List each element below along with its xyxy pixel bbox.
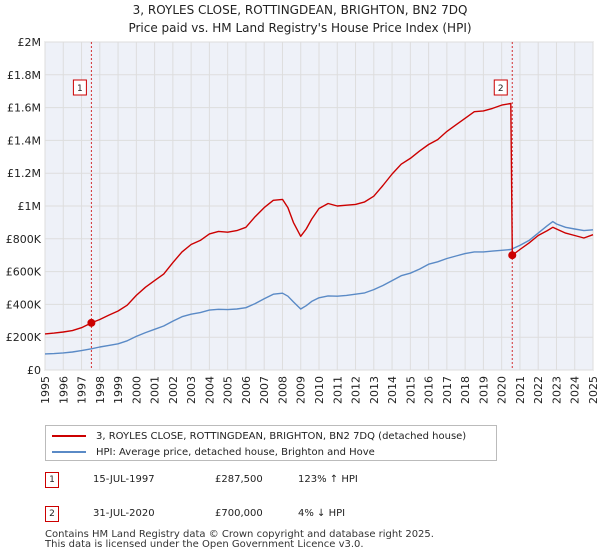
sale-label: 1 xyxy=(77,84,83,94)
y-tick-label: £0 xyxy=(27,364,41,377)
legend-swatch-hpi xyxy=(52,451,86,453)
legend-label-property: 3, ROYLES CLOSE, ROTTINGDEAN, BRIGHTON, … xyxy=(96,430,467,442)
x-tick-label: 1996 xyxy=(57,376,70,404)
x-tick-label: 2024 xyxy=(569,376,582,404)
sale-label-box xyxy=(493,79,508,96)
price-chart: 3, ROYLES CLOSE, ROTTINGDEAN, BRIGHTON, … xyxy=(6,3,600,404)
y-tick-label: £1.4M xyxy=(7,134,41,147)
y-tick-label: £200K xyxy=(6,331,42,344)
property-series-line xyxy=(44,102,594,335)
sale-row: 1 15-JUL-1997 £287,500 123% ↑ HPI xyxy=(45,472,565,488)
x-tick-label: 2006 xyxy=(240,376,253,404)
y-tick-label: £1.6M xyxy=(7,102,41,115)
chart-title: 3, ROYLES CLOSE, ROTTINGDEAN, BRIGHTON, … xyxy=(133,3,468,17)
sale-date: 15-JUL-1997 xyxy=(93,474,155,485)
x-tick-label: 2025 xyxy=(587,376,600,404)
y-tick-label: £400K xyxy=(6,298,42,311)
legend-swatch-property xyxy=(52,435,86,437)
sale-price: £287,500 xyxy=(215,474,263,485)
x-tick-label: 2023 xyxy=(550,376,563,404)
x-tick-label: 2004 xyxy=(203,376,216,404)
chart-subtitle: Price paid vs. HM Land Registry's House … xyxy=(128,21,471,35)
y-tick-label: £1.8M xyxy=(7,69,41,82)
sale-badge: 2 xyxy=(45,506,59,522)
x-tick-label: 2017 xyxy=(441,376,454,404)
y-tick-label: £1.2M xyxy=(7,167,41,180)
legend-label-hpi: HPI: Average price, detached house, Brig… xyxy=(96,446,375,458)
sale-date: 31-JUL-2020 xyxy=(93,508,155,519)
sale-point xyxy=(508,251,517,260)
sale-badge: 1 xyxy=(45,472,59,488)
sale-hpi-change: 123% ↑ HPI xyxy=(298,474,358,485)
sale-label-box xyxy=(72,79,87,96)
legend-item-property: 3, ROYLES CLOSE, ROTTINGDEAN, BRIGHTON, … xyxy=(52,429,466,443)
sale-hpi-change: 4% ↓ HPI xyxy=(298,508,346,519)
x-tick-label: 2005 xyxy=(222,376,235,404)
sale-row: 2 31-JUL-2020 £700,000 4% ↓ HPI xyxy=(45,506,565,522)
x-tick-label: 2012 xyxy=(350,376,363,404)
x-tick-label: 2020 xyxy=(496,376,509,404)
x-tick-label: 2002 xyxy=(167,376,180,404)
x-tick-label: 2018 xyxy=(459,376,472,404)
x-tick-label: 2014 xyxy=(386,376,399,404)
footer: Contains HM Land Registry data © Crown c… xyxy=(45,530,434,550)
x-tick-label: 2009 xyxy=(295,376,308,404)
sale-label: 2 xyxy=(498,84,504,94)
y-tick-label: £1M xyxy=(18,200,42,213)
hpi-series-line xyxy=(44,220,594,355)
x-tick-label: 2011 xyxy=(331,376,344,404)
sale-price: £700,000 xyxy=(215,508,263,519)
legend: 3, ROYLES CLOSE, ROTTINGDEAN, BRIGHTON, … xyxy=(45,425,497,461)
x-tick-label: 1997 xyxy=(76,376,89,404)
legend-item-hpi: HPI: Average price, detached house, Brig… xyxy=(52,445,375,459)
x-tick-label: 1998 xyxy=(94,376,107,404)
x-tick-label: 2001 xyxy=(149,376,162,404)
footer-copyright: Contains HM Land Registry data © Crown c… xyxy=(45,529,434,540)
y-tick-label: £800K xyxy=(6,233,42,246)
x-tick-label: 2019 xyxy=(477,376,490,404)
x-tick-label: 2013 xyxy=(368,376,381,404)
x-tick-label: 2010 xyxy=(313,376,326,404)
y-tick-label: £600K xyxy=(6,266,42,279)
x-tick-label: 2022 xyxy=(532,376,545,404)
x-tick-label: 2015 xyxy=(404,376,417,404)
x-tick-label: 2000 xyxy=(130,376,143,404)
x-tick-label: 2007 xyxy=(258,376,271,404)
x-tick-label: 2021 xyxy=(514,376,527,404)
sale-point xyxy=(87,318,96,327)
x-tick-label: 2016 xyxy=(423,376,436,404)
x-tick-label: 2008 xyxy=(276,376,289,404)
footer-licence: This data is licensed under the Open Gov… xyxy=(45,539,364,550)
x-tick-label: 1995 xyxy=(39,376,52,404)
y-tick-label: £2M xyxy=(18,36,42,49)
x-tick-label: 2003 xyxy=(185,376,198,404)
x-tick-label: 1999 xyxy=(112,376,125,404)
